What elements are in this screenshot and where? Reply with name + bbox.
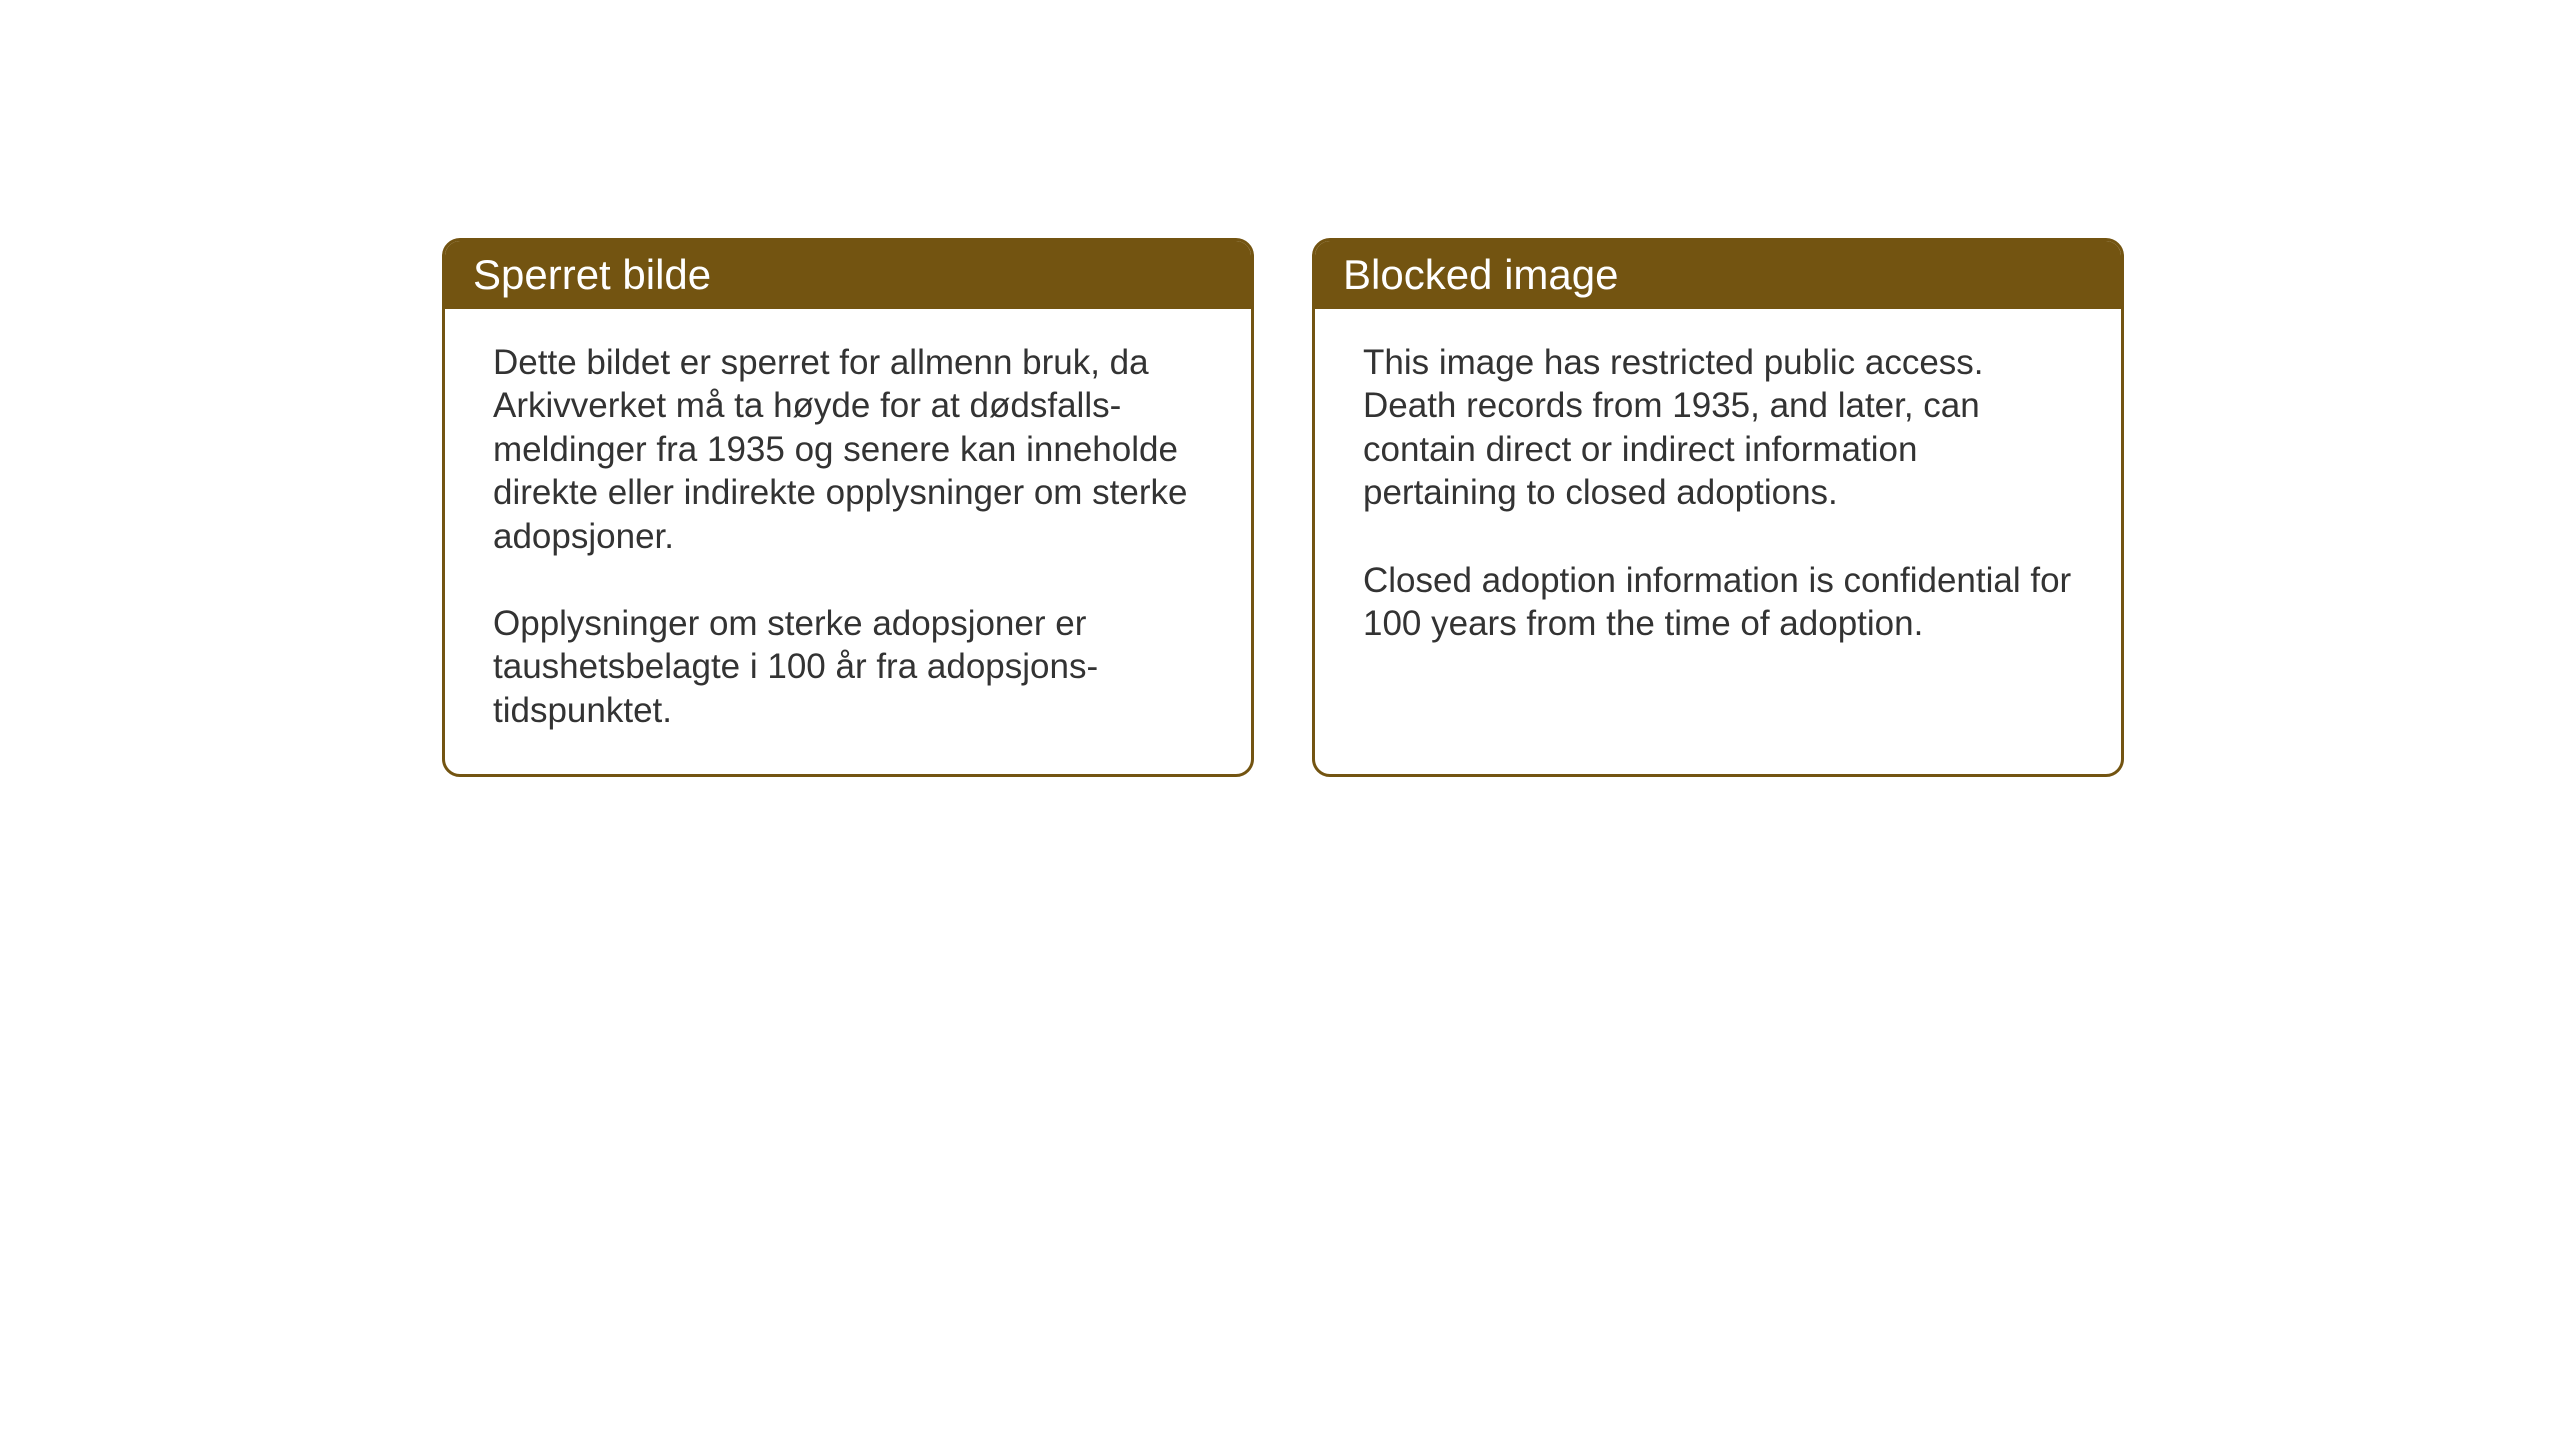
english-notice-card: Blocked image This image has restricted … [1312,238,2124,777]
english-card-title: Blocked image [1315,241,2121,309]
norwegian-card-body: Dette bildet er sperret for allmenn bruk… [445,309,1251,774]
english-card-body: This image has restricted public access.… [1315,309,2121,773]
norwegian-notice-card: Sperret bilde Dette bildet er sperret fo… [442,238,1254,777]
english-paragraph-1: This image has restricted public access.… [1363,341,2073,515]
norwegian-paragraph-2: Opplysninger om sterke adopsjoner er tau… [493,602,1203,732]
norwegian-card-title: Sperret bilde [445,241,1251,309]
norwegian-paragraph-1: Dette bildet er sperret for allmenn bruk… [493,341,1203,558]
notice-container: Sperret bilde Dette bildet er sperret fo… [442,238,2124,777]
english-paragraph-2: Closed adoption information is confident… [1363,559,2073,646]
